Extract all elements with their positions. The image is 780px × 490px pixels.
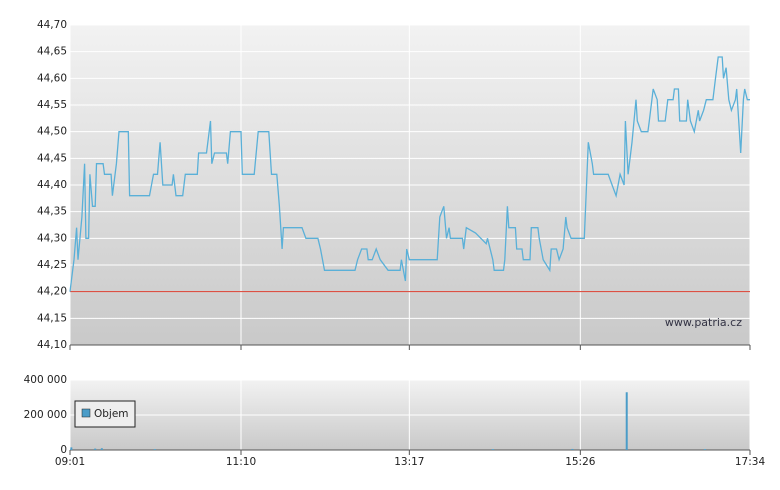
- volume-bar: [625, 392, 628, 450]
- x-tick-label: 13:17: [394, 456, 424, 468]
- y-tick-label: 44,50: [37, 126, 67, 138]
- legend-label: Objem: [94, 408, 129, 420]
- y-tick-label: 44,55: [37, 99, 67, 111]
- volume-bar: [70, 447, 73, 450]
- volume-bar: [571, 448, 574, 450]
- price-line: [69, 56, 750, 292]
- volume-bar: [94, 448, 97, 450]
- y-tick-label: 44,25: [37, 259, 67, 271]
- x-tick-label: 17:34: [735, 456, 766, 468]
- volume-bar: [703, 449, 706, 450]
- y-tick-label: 44,20: [37, 286, 67, 298]
- y-tick-label: 44,10: [37, 339, 67, 351]
- y-tick-label: 44,60: [37, 72, 67, 84]
- y-tick-label: 44,40: [37, 179, 67, 191]
- volume-bar: [100, 448, 103, 450]
- volume-bar: [153, 449, 156, 450]
- legend-swatch: [81, 408, 91, 418]
- y-tick-label: 44,45: [37, 152, 67, 164]
- y-tick-label: 0: [60, 444, 67, 456]
- y-tick-label: 400 000: [24, 374, 67, 386]
- y-tick-label: 44,70: [37, 19, 67, 31]
- watermark: www.patria.cz: [665, 316, 742, 329]
- y-tick-label: 44,30: [37, 232, 67, 244]
- y-tick-label: 44,15: [37, 312, 67, 324]
- y-tick-label: 44,65: [37, 46, 67, 58]
- y-tick-label: 44,35: [37, 206, 67, 218]
- x-tick-label: 09:01: [55, 456, 85, 468]
- x-tick-label: 15:26: [565, 456, 596, 468]
- volume-bar: [491, 449, 494, 450]
- x-tick-label: 11:10: [226, 456, 256, 468]
- y-tick-label: 200 000: [24, 409, 67, 421]
